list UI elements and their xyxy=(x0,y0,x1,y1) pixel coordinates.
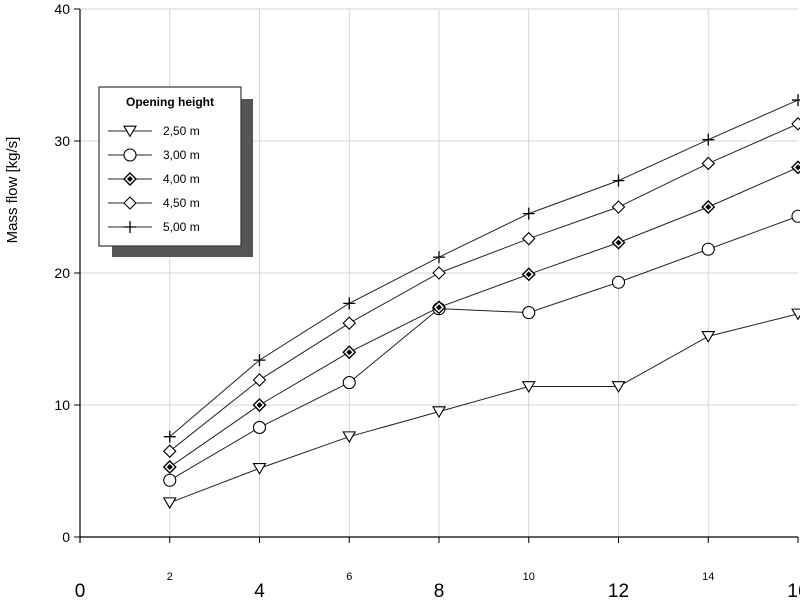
series-2-point-7 xyxy=(791,160,800,175)
series-2-point-2-inner xyxy=(346,349,353,356)
series-1 xyxy=(163,209,800,487)
legend-marker-1 xyxy=(123,148,137,162)
series-4-point-4 xyxy=(522,207,535,220)
series-2-point-4-inner xyxy=(525,271,532,278)
y-axis-ticks: 0 10 20 30 40 xyxy=(54,1,80,545)
x-tick-label-2: 2 xyxy=(167,571,173,583)
series-0-point-5 xyxy=(611,381,626,394)
legend-label-3: 4,50 m xyxy=(163,196,200,210)
legend-item-4: 5,00 m xyxy=(108,220,200,234)
series-2-point-4 xyxy=(521,267,536,282)
series-0-point-2 xyxy=(342,431,357,444)
series-0-point-1 xyxy=(252,463,267,475)
legend-marker-4 xyxy=(124,221,136,233)
series-2 xyxy=(162,160,800,475)
series-3-point-2 xyxy=(342,316,357,330)
series-2-point-0-inner xyxy=(166,464,173,471)
series-4-point-5 xyxy=(612,174,625,187)
series-3-point-7 xyxy=(791,117,800,131)
series-line-2 xyxy=(169,166,799,468)
series-3-point-1 xyxy=(252,373,267,387)
series-2-point-0 xyxy=(162,460,177,475)
series-2-point-2 xyxy=(342,345,357,360)
series-2-point-3-inner xyxy=(436,304,442,311)
y-tick-label-10: 10 xyxy=(54,397,70,413)
series-2-point-1 xyxy=(252,398,267,412)
series-line-0 xyxy=(169,313,799,504)
series-1-point-7 xyxy=(791,209,800,223)
y-axis-label: Mass flow [kg/s] xyxy=(4,137,21,244)
x-tick-label-4: 4 xyxy=(254,581,265,600)
series-2-point-1-inner xyxy=(256,402,263,408)
legend-item-0: 2,50 m xyxy=(108,124,200,138)
series-line-1 xyxy=(169,215,799,481)
series-3-point-0 xyxy=(162,444,177,458)
series-2-point-3 xyxy=(432,300,446,315)
series-3-point-4 xyxy=(521,231,536,246)
series-0-point-7 xyxy=(791,308,800,321)
series-2-point-6 xyxy=(701,200,716,214)
series-0-point-4 xyxy=(521,381,536,394)
series-3 xyxy=(162,117,800,458)
x-tick-label-0: 0 xyxy=(75,581,86,600)
legend: Opening height 2,50 m 3,00 m 4,00 m 4,50 m 5… xyxy=(98,86,253,257)
y-tick-label-40: 40 xyxy=(54,1,70,17)
series-4-point-2 xyxy=(343,297,356,310)
series-1-point-6 xyxy=(701,242,715,256)
series-4-point-3 xyxy=(433,251,445,264)
series-2-point-5-inner xyxy=(615,239,622,246)
legend-box xyxy=(98,86,242,247)
series-3-point-3 xyxy=(432,266,446,280)
series-4-point-7 xyxy=(792,94,800,107)
series-0-point-6 xyxy=(701,331,716,343)
series-4-point-6 xyxy=(702,133,715,146)
series-4 xyxy=(163,94,800,443)
legend-marker-2 xyxy=(123,172,137,186)
legend-marker-2-inner xyxy=(127,176,133,182)
x-tick-label-6: 6 xyxy=(346,571,352,583)
series-line-4 xyxy=(169,99,799,438)
y-tick-label-0: 0 xyxy=(62,529,70,545)
legend-title: Opening height xyxy=(126,95,214,109)
series-1-point-5 xyxy=(611,275,626,289)
legend-item-3: 4,50 m xyxy=(108,196,200,210)
series-0-point-3 xyxy=(432,406,446,419)
series-2-point-6-inner xyxy=(705,204,712,210)
data-series xyxy=(162,94,800,510)
legend-items: 2,50 m 3,00 m 4,00 m 4,50 m 5,00 m xyxy=(108,124,200,234)
series-3-point-6 xyxy=(701,156,716,171)
legend-label-2: 4,00 m xyxy=(163,172,200,186)
series-4-point-0 xyxy=(163,430,176,443)
series-4-point-1 xyxy=(253,354,266,367)
x-axis-ticks: 0 2 4 6 8 10 12 14 16 xyxy=(75,537,800,600)
x-tick-label-14: 14 xyxy=(702,571,714,583)
series-0-point-0 xyxy=(162,497,177,510)
legend-marker-3 xyxy=(123,196,137,210)
legend-label-0: 2,50 m xyxy=(163,124,200,138)
y-tick-label-30: 30 xyxy=(54,133,70,149)
series-1-point-2 xyxy=(342,376,356,390)
series-0 xyxy=(162,308,800,510)
x-tick-label-8: 8 xyxy=(434,581,445,600)
series-2-point-7-inner xyxy=(795,164,800,171)
y-tick-label-20: 20 xyxy=(54,265,70,281)
series-1-point-1 xyxy=(252,420,267,434)
legend-label-1: 3,00 m xyxy=(163,148,200,162)
legend-marker-0 xyxy=(123,125,137,138)
x-tick-label-12: 12 xyxy=(608,581,629,600)
x-tick-label-10: 10 xyxy=(523,571,535,583)
series-2-point-5 xyxy=(611,235,626,250)
series-1-point-0 xyxy=(163,473,177,487)
legend-item-2: 4,00 m xyxy=(108,172,200,186)
series-1-point-4 xyxy=(522,306,536,320)
legend-label-4: 5,00 m xyxy=(163,220,200,234)
legend-item-1: 3,00 m xyxy=(108,148,200,162)
series-line-3 xyxy=(169,123,799,452)
series-3-point-5 xyxy=(611,200,626,214)
x-tick-label-16: 16 xyxy=(787,581,800,600)
